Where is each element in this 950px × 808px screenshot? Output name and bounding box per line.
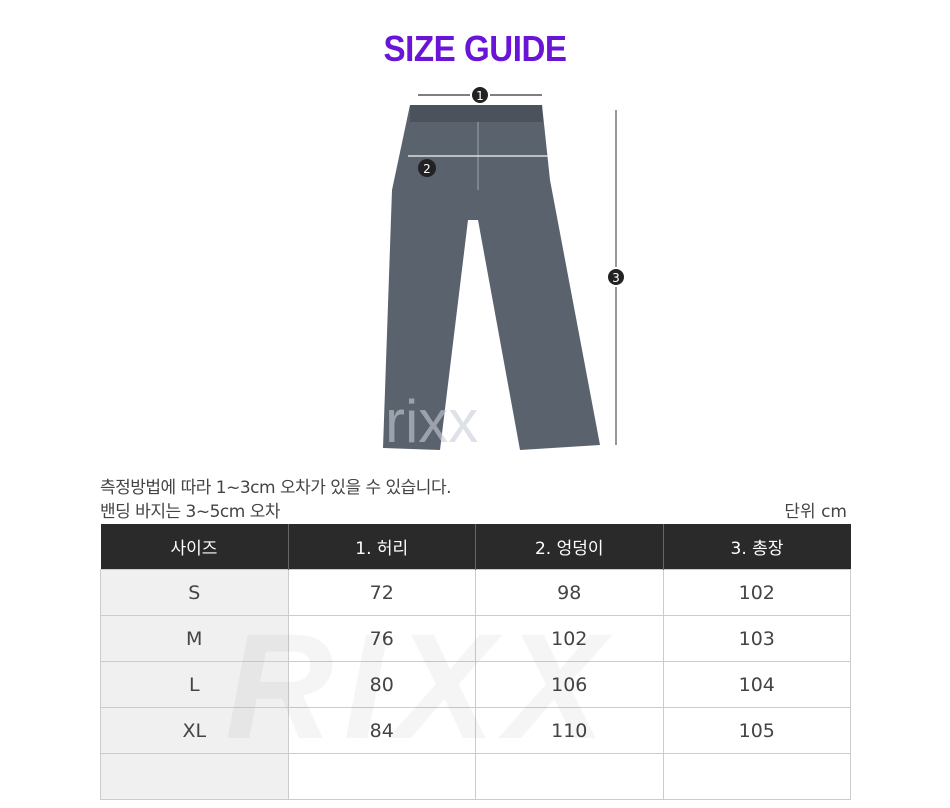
- header-size: 사이즈: [100, 524, 288, 570]
- svg-text:2: 2: [423, 162, 431, 176]
- table-row: S 72 98 102: [100, 569, 851, 616]
- table-cell: 102: [475, 615, 664, 662]
- table-cell: 98: [475, 569, 664, 616]
- table-cell: [100, 753, 289, 800]
- marker-2-icon: [418, 159, 436, 177]
- table-cell: 105: [662, 707, 851, 754]
- table-cell: M: [100, 615, 289, 662]
- table-row: L 80 106 104: [100, 661, 851, 708]
- watermark: rixx: [385, 388, 478, 455]
- size-table: 사이즈 1. 허리 2. 엉덩이 3. 총장 S 72 98 102 M 76 102 103…: [100, 524, 851, 800]
- table-cell: 102: [662, 569, 851, 616]
- measurement-note: 측정방법에 따라 1~3cm 오차가 있을 수 있습니다.: [100, 478, 452, 498]
- table-cell: 80: [287, 661, 476, 708]
- table-row: M 76 102 103: [100, 615, 851, 662]
- page-title: SIZE GUIDE: [383, 28, 567, 69]
- table-cell: L: [100, 661, 289, 708]
- table-cell: [287, 753, 476, 800]
- header-waist: 1. 허리: [287, 524, 476, 570]
- marker-3-icon: [606, 267, 626, 287]
- table-cell: [662, 753, 851, 800]
- marker-1-icon: [470, 85, 490, 105]
- table-cell: 84: [287, 707, 476, 754]
- table-cell: 110: [475, 707, 664, 754]
- jeans-measurement-image: 1 2 3 rixx: [383, 85, 626, 455]
- table-cell: 72: [287, 569, 476, 616]
- banding-note: 밴딩 바지는 3~5cm 오차: [100, 502, 280, 522]
- table-cell: S: [100, 569, 289, 616]
- table-cell: 104: [662, 661, 851, 708]
- table-cell: 106: [475, 661, 664, 708]
- unit-label: 단위 cm: [784, 502, 847, 522]
- svg-text:3: 3: [612, 271, 620, 285]
- table-row: [100, 753, 851, 800]
- table-cell: 76: [287, 615, 476, 662]
- header-length: 3. 총장: [662, 524, 851, 570]
- table-cell: XL: [100, 707, 289, 754]
- header-hip: 2. 엉덩이: [475, 524, 663, 570]
- table-cell: [475, 753, 664, 800]
- table-row: XL 84 110 105: [100, 707, 851, 754]
- svg-text:1: 1: [476, 89, 484, 103]
- table-cell: 103: [662, 615, 851, 662]
